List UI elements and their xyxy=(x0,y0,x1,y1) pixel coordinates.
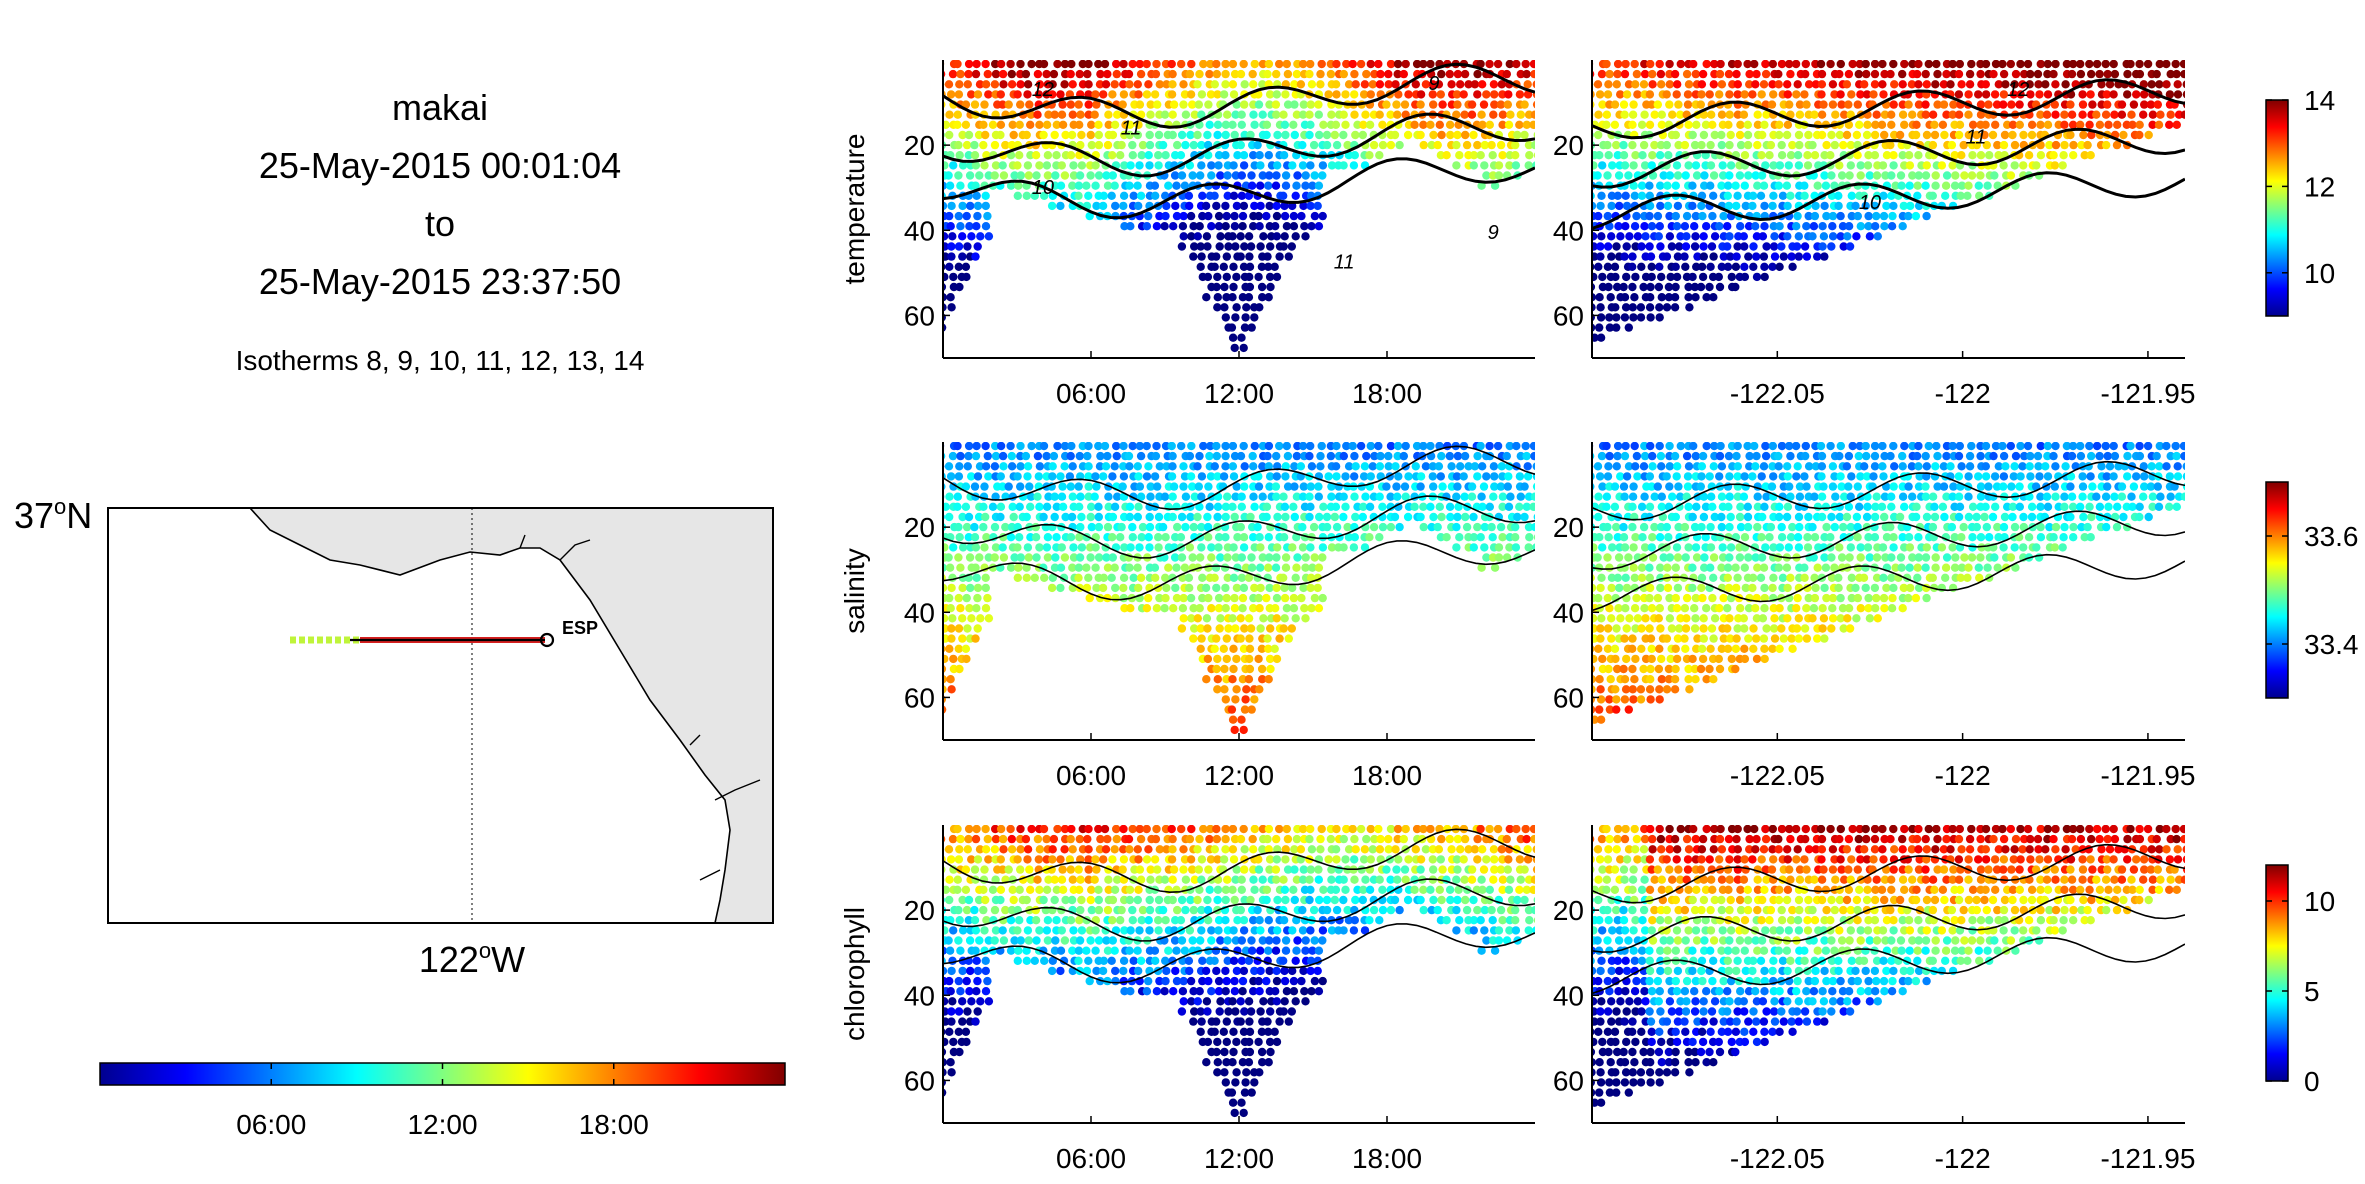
isotherm-contours xyxy=(943,828,1535,984)
time-colorbar-tick-label: 06:00 xyxy=(236,1109,306,1140)
station-label: ESP xyxy=(562,618,598,638)
longitude-label: 122oW xyxy=(419,938,525,980)
colorbar-tick-label: 14 xyxy=(2304,85,2335,116)
section-panels: 12 11 10 11 9 9 20 40 60 06:00 12:00 18:00 temperatu… xyxy=(839,60,2359,1174)
colorbar-tick-label: 10 xyxy=(2304,886,2335,917)
y-tick-label: 20 xyxy=(904,512,935,543)
isotherm-contours xyxy=(943,445,1535,601)
x-tick-label: 06:00 xyxy=(1056,378,1126,409)
contour-label: 10 xyxy=(1859,192,1881,214)
end-time: 25-May-2015 23:37:50 xyxy=(259,261,621,302)
x-tick-label: -122 xyxy=(1935,1143,1991,1174)
x-tick-label: -121.95 xyxy=(2100,378,2195,409)
x-tick-label: -121.95 xyxy=(2100,1143,2195,1174)
title-block: makai 25-May-2015 00:01:04 to 25-May-201… xyxy=(236,87,645,376)
panel-section-longitude: 20 40 60 -122.05 -122 -121.95 xyxy=(1553,825,2195,1174)
isotherm-contours xyxy=(1592,843,2185,995)
y-tick-label: 20 xyxy=(1553,512,1584,543)
y-tick-label: 60 xyxy=(1553,1065,1584,1096)
y-tick-label: 40 xyxy=(1553,597,1584,628)
isotherm-contours xyxy=(1592,460,2185,612)
x-tick-label: -122 xyxy=(1935,760,1991,791)
scatter-field xyxy=(943,825,1535,1118)
y-tick-label: 20 xyxy=(904,130,935,161)
panel-section-longitude: 12 11 10 20 40 60 -122.05 -122 -121.95 xyxy=(1553,60,2195,409)
y-tick-label: 40 xyxy=(904,980,935,1011)
scatter-field xyxy=(943,60,1535,353)
y-tick-label: 60 xyxy=(1553,682,1584,713)
esp-marker-icon xyxy=(539,632,555,648)
colorbar-tick-label: 33.6 xyxy=(2304,521,2359,552)
colorbar-tick-label: 5 xyxy=(2304,976,2320,1007)
x-tick-label: -121.95 xyxy=(2100,760,2195,791)
y-tick-label: 60 xyxy=(1553,300,1584,331)
x-tick-label: 12:00 xyxy=(1204,760,1274,791)
x-tick-label: -122.05 xyxy=(1730,760,1825,791)
contour-label: 9 xyxy=(1428,73,1439,95)
x-tick-label: 12:00 xyxy=(1204,378,1274,409)
contour-label: 10 xyxy=(1032,177,1054,199)
contour-label: 11 xyxy=(1966,126,1987,148)
map-frame xyxy=(107,507,774,924)
start-time: 25-May-2015 00:01:04 xyxy=(259,145,621,186)
scatter-field xyxy=(1592,442,2185,724)
colorbar-temperature xyxy=(2265,99,2289,317)
panel-salinity-time: 20 40 60 06:00 12:00 18:00 salinity 33.4 33.6 xyxy=(839,442,2359,791)
scatter-field xyxy=(943,442,1535,735)
y-tick-label: 20 xyxy=(1553,130,1584,161)
colorbar-chlorophyll xyxy=(2265,864,2289,1082)
isotherms-note: Isotherms 8, 9, 10, 11, 12, 13, 14 xyxy=(236,345,645,376)
x-tick-label: -122.05 xyxy=(1730,1143,1825,1174)
contour-label: 11 xyxy=(1121,118,1142,140)
y-tick-label: 40 xyxy=(1553,215,1584,246)
vehicle-name: makai xyxy=(392,87,488,128)
colorbar-tick-label: 0 xyxy=(2304,1066,2320,1097)
time-colorbar-tick-label: 12:00 xyxy=(407,1109,477,1140)
y-axis-label: temperature xyxy=(839,134,870,285)
y-tick-label: 60 xyxy=(904,300,935,331)
y-tick-label: 60 xyxy=(904,682,935,713)
to-label: to xyxy=(425,203,455,244)
panel-chlorophyll-time: 20 40 60 06:00 12:00 18:00 chlorophyll 0 5 10 xyxy=(839,825,2335,1174)
y-tick-label: 40 xyxy=(1553,980,1584,1011)
y-axis-label: chlorophyll xyxy=(839,907,870,1041)
x-tick-label: 18:00 xyxy=(1352,378,1422,409)
contour-label: 11 xyxy=(1334,252,1355,274)
x-tick-label: 06:00 xyxy=(1056,1143,1126,1174)
scatter-field xyxy=(1592,825,2185,1107)
y-tick-label: 40 xyxy=(904,215,935,246)
colorbar-salinity xyxy=(2265,481,2289,699)
contour-label: 12 xyxy=(2007,79,2029,101)
x-tick-label: 18:00 xyxy=(1352,1143,1422,1174)
x-tick-label: -122.05 xyxy=(1730,378,1825,409)
scatter-field xyxy=(1592,60,2185,342)
colorbar-tick-label: 12 xyxy=(2304,171,2335,202)
panel-temperature-time: 12 11 10 11 9 9 20 40 60 06:00 12:00 18:00 temperatu… xyxy=(839,60,2335,409)
y-axis-label: salinity xyxy=(839,548,870,634)
time-colorbar: 06:00 12:00 18:00 xyxy=(99,1062,786,1140)
coast-detail xyxy=(519,534,761,881)
x-tick-label: 12:00 xyxy=(1204,1143,1274,1174)
x-tick-label: -122 xyxy=(1935,378,1991,409)
latitude-label: 37oN xyxy=(14,494,92,536)
colorbar-tick-label: 10 xyxy=(2304,258,2335,289)
contour-label: 12 xyxy=(1032,79,1054,101)
location-map: ESP 37oN 122oW xyxy=(14,494,774,980)
time-colorbar-tick-label: 18:00 xyxy=(579,1109,649,1140)
y-tick-label: 40 xyxy=(904,597,935,628)
y-tick-label: 60 xyxy=(904,1065,935,1096)
isotherm-contours xyxy=(1592,78,2185,230)
x-tick-label: 18:00 xyxy=(1352,760,1422,791)
isotherm-contours xyxy=(943,62,1535,220)
contour-label: 9 xyxy=(1488,222,1499,244)
x-tick-label: 06:00 xyxy=(1056,760,1126,791)
y-tick-label: 20 xyxy=(1553,895,1584,926)
land-area xyxy=(248,508,773,923)
panel-section-longitude: 20 40 60 -122.05 -122 -121.95 xyxy=(1553,442,2195,791)
colorbar-tick-label: 33.4 xyxy=(2304,629,2359,660)
y-tick-label: 20 xyxy=(904,895,935,926)
